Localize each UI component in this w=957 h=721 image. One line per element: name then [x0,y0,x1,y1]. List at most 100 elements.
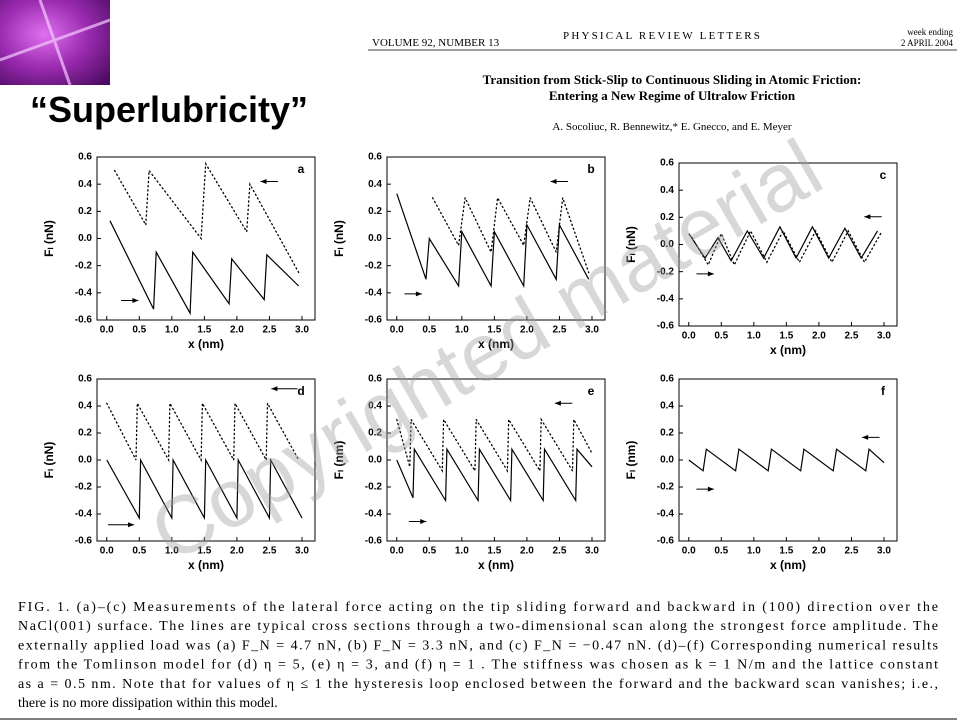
x-tick-label: 1.0 [165,546,179,557]
y-axis-label: Fₗ (nN) [624,226,638,263]
data-line [106,457,303,521]
scan-arrow-head [862,434,869,440]
y-tick-label: 0.2 [368,206,382,217]
x-tick-label: 2.5 [552,325,566,336]
caption: FIG. 1. (a)–(c) Measurements of the late… [18,600,938,711]
data-line [688,225,879,263]
y-tick-label: 0.2 [368,428,382,439]
x-tick-label: 2.0 [812,546,826,557]
data-line [396,447,593,503]
week-ending: week ending [907,27,953,37]
x-tick-label: 3.0 [295,546,309,557]
x-tick-label: 1.0 [455,546,469,557]
y-axis-label: Fₗ (nm) [332,441,346,480]
data-line [113,161,300,274]
x-tick-label: 2.0 [520,546,534,557]
y-tick-label: -0.2 [365,260,383,271]
x-tick-label: 3.0 [295,325,309,336]
y-tick-label: -0.6 [75,536,93,547]
x-tick-label: 0.0 [390,325,404,336]
data-line [431,195,590,274]
y-tick-label: -0.6 [365,536,383,547]
scan-arrow-head [128,522,135,528]
x-tick-label: 3.0 [877,331,891,342]
x-tick-label: 0.0 [682,546,696,557]
scan-arrow-head [415,291,422,297]
y-tick-label: -0.6 [75,315,93,326]
y-axis-label: Fₗ (nm) [624,441,638,480]
y-tick-label: -0.6 [365,315,383,326]
y-tick-label: -0.6 [657,321,675,332]
caption-line: as a = 0.5 nm. Note that for values of η… [18,677,938,692]
scan-arrow-head [554,400,561,406]
date: 2 APRIL 2004 [901,38,954,48]
volume: VOLUME 92, NUMBER 13 [372,37,500,49]
x-tick-label: 2.0 [230,546,244,557]
x-tick-label: 0.5 [132,546,146,557]
x-tick-label: 1.5 [487,325,501,336]
x-tick-label: 0.5 [714,546,728,557]
x-tick-label: 2.5 [844,546,858,557]
paper-title: Transition from Stick-Slip to Continuous… [483,72,862,87]
y-tick-label: -0.2 [365,482,383,493]
x-tick-label: 0.0 [682,331,696,342]
caption-line: there is no more dissipation within this… [18,696,278,711]
x-tick-label: 0.0 [100,325,114,336]
x-tick-label: 2.5 [262,546,276,557]
decoration-streaks [0,0,111,86]
x-tick-label: 2.5 [262,325,276,336]
y-tick-label: 0.6 [368,152,382,163]
y-tick-label: -0.4 [365,287,383,298]
paper-title: Entering a New Regime of Ultralow Fricti… [549,88,796,103]
x-tick-label: 3.0 [877,546,891,557]
panel-label: b [587,162,594,176]
x-axis-label: x (nm) [478,558,514,572]
x-tick-label: 2.0 [520,325,534,336]
scan-arrow-head [260,178,267,184]
y-tick-label: -0.4 [365,509,383,520]
y-tick-label: -0.6 [657,536,675,547]
y-tick-label: -0.2 [75,260,93,271]
x-tick-label: 0.0 [100,546,114,557]
y-tick-label: -0.2 [657,482,675,493]
x-tick-label: 0.5 [714,331,728,342]
x-axis-label: x (nm) [770,558,806,572]
figure: 0.0 0.5 1.0 1.5 2.0 2.5 3.0 -0.6 -0.4 -0.2 0.0 0.2 0… [42,152,898,572]
x-tick-label: 3.0 [585,546,599,557]
y-axis-label: Fₗ (nN) [332,220,346,257]
x-tick-label: 1.5 [779,546,793,557]
y-tick-label: 0.6 [78,152,92,163]
y-tick-label: 0.2 [660,428,674,439]
data-line [691,229,882,267]
data-line [396,417,593,474]
y-tick-label: -0.4 [657,509,675,520]
y-tick-label: 0.6 [368,374,382,385]
authors: A. Socoliuc, R. Bennewitz,* E. Gnecco, a… [552,121,792,133]
y-tick-label: 0.4 [660,185,674,196]
scan-arrow-head [271,386,278,392]
y-tick-label: -0.4 [75,509,93,520]
x-tick-label: 1.5 [779,331,793,342]
y-tick-label: -0.4 [657,293,675,304]
x-tick-label: 1.0 [747,331,761,342]
x-tick-label: 2.5 [552,546,566,557]
x-tick-label: 2.0 [812,331,826,342]
scan-arrow-head [707,271,714,277]
x-tick-label: 0.5 [422,546,436,557]
y-tick-label: 0.0 [368,455,382,466]
x-axis-label: x (nm) [188,558,224,572]
scan-arrow-head [132,297,139,303]
y-tick-label: 0.0 [78,233,92,244]
y-tick-label: 0.6 [78,374,92,385]
panel-label: d [297,384,304,398]
x-tick-label: 0.5 [132,325,146,336]
x-tick-label: 1.5 [197,325,211,336]
y-tick-label: 0.0 [368,233,382,244]
x-tick-label: 2.0 [230,325,244,336]
caption-line: NaCl(001) surface. The lines are typical… [18,619,938,634]
y-tick-label: 0.2 [660,212,674,223]
y-tick-label: 0.0 [660,455,674,466]
y-tick-label: 0.4 [78,179,92,190]
